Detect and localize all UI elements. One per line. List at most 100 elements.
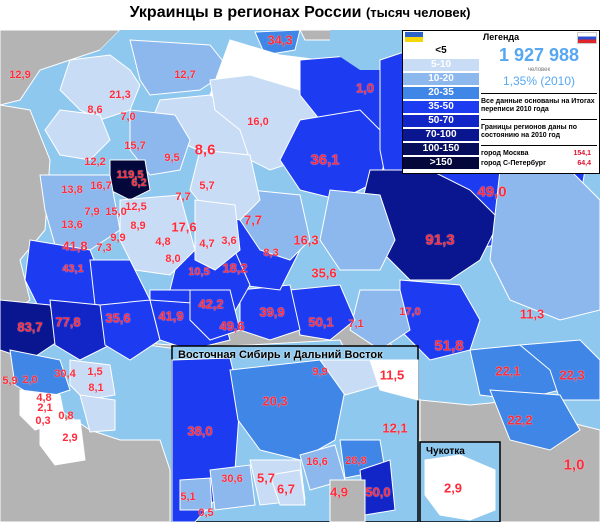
legend-bin: 100-150 (403, 143, 479, 155)
region-kemerovo (349, 289, 411, 351)
inset-far-east (171, 345, 419, 522)
legend-bin: 5-10 (403, 59, 479, 71)
region-value-label: 17,6 (171, 219, 197, 235)
total-count: 1 927 988 (498, 45, 580, 65)
legend-cities: город Москва 154,1 город С-Петербург 64,4 (481, 149, 597, 169)
region-value-label: 5,9 (2, 375, 18, 387)
region-value-label: 38,0 (187, 423, 213, 439)
region-value-label: 1,0 (355, 80, 375, 96)
region-value-label: 6,7 (276, 481, 296, 497)
legend-divider (481, 93, 597, 94)
region-value-label: 13,8 (61, 184, 83, 196)
city-name: город Москва (481, 150, 529, 157)
legend-header: Легенда (482, 32, 520, 42)
region-value-label: 1,5 (87, 366, 103, 378)
region-value-label: 12,5 (125, 201, 147, 213)
region-value-label: 0,3 (35, 415, 51, 427)
region-value-label: 22,3 (559, 367, 585, 383)
chukotka-title: Чукотка (426, 446, 465, 457)
region-saratov (99, 299, 161, 361)
region-value-label: 30,6 (221, 473, 243, 485)
region-amur (489, 389, 581, 451)
legend-bin: 20-35 (403, 87, 479, 99)
region-value-label: 119,5 (116, 169, 144, 181)
legend-note-census: Все данные основаны на Итогах переписи 2… (481, 98, 595, 113)
region-dagestan (39, 419, 86, 466)
region-value-label: 83,7 (17, 319, 43, 335)
region-value-label: 4,7 (199, 238, 215, 250)
region-bashkortostan (189, 289, 241, 341)
legend-divider (481, 119, 597, 120)
region-value-label: 16,7 (90, 180, 112, 192)
region-value-label: 35,6 (105, 310, 131, 326)
region-value-label: 17,0 (399, 306, 421, 318)
legend-bin: <5 (403, 45, 479, 57)
region-center (119, 194, 196, 276)
region-value-label: 9,9 (110, 232, 126, 244)
region-value-label: 51,8 (434, 337, 464, 355)
region-value-label: 7,9 (84, 206, 100, 218)
city-value: 64,4 (577, 160, 591, 167)
region-value-label: 50,1 (308, 314, 334, 330)
legend-bin: 70-100 (403, 129, 479, 141)
title-bar (0, 0, 600, 30)
region-value-label: 2,0 (22, 374, 38, 386)
region-value-label: 42,2 (198, 296, 224, 312)
region-value-label: 1,0 (563, 456, 585, 474)
region-value-label: 49,6 (219, 318, 245, 334)
region-value-label: 11,5 (379, 367, 405, 383)
legend-bin: 50-70 (403, 115, 479, 127)
region-value-label: 4,8 (155, 236, 171, 248)
city-value: 154,1 (573, 150, 591, 157)
region-value-label: 9,9 (312, 366, 328, 378)
region-value-label: 9,5 (164, 152, 180, 164)
map-title: Украинцы в регионах России (тысяч челове… (0, 4, 600, 22)
region-value-label: 7,0 (120, 111, 136, 123)
region-novaya-zemlya (254, 30, 301, 56)
map-title-text: Украинцы в регионах России (129, 4, 362, 21)
region-value-label: 8,3 (263, 247, 279, 259)
region-value-label: 77,8 (55, 314, 81, 330)
region-value-label: 15,7 (124, 140, 146, 152)
region-value-label: 18,2 (222, 260, 248, 276)
legend-note-borders: Границы регионов даны по состоянию на 20… (481, 124, 578, 139)
region-value-label: 21,3 (109, 89, 131, 101)
city-row: город Москва 154,1 (481, 149, 597, 159)
region-value-label: 50,0 (365, 484, 391, 500)
region-value-label: 10,5 (188, 266, 210, 278)
region-kalmykia (79, 394, 116, 433)
legend: Легенда <5 5-10 10-20 20-35 35-50 50-70 70-100… (402, 30, 600, 174)
region-volga (194, 199, 241, 271)
region-value-label: 5,7 (256, 470, 276, 486)
total-percent: 1,35% (2010) (502, 74, 576, 88)
region-value-label: 0,8 (58, 410, 74, 422)
region-value-label: 4,9 (329, 484, 349, 500)
region-value-label: 3,6 (221, 235, 237, 247)
region-value-label: 8,1 (88, 382, 104, 394)
region-value-label: 34,3 (267, 32, 293, 48)
region-value-label: 12,9 (9, 69, 31, 81)
region-value-label: 7,7 (243, 212, 263, 228)
legend-bin: 35-50 (403, 101, 479, 113)
city-row: город С-Петербург 64,4 (481, 159, 597, 169)
region-value-label: 13,6 (61, 219, 83, 231)
foreign-land-scandinavia (0, 30, 121, 106)
region-value-label: 41,9 (158, 308, 184, 324)
region-leningrad (44, 109, 111, 161)
inset-chukotka (419, 441, 501, 522)
region-value-label: 8,6 (87, 104, 103, 116)
region-khmao (279, 109, 391, 201)
region-value-label: 12,2 (84, 156, 106, 168)
region-value-label: 6,2 (131, 177, 147, 189)
region-value-label: 22,2 (507, 412, 533, 428)
region-value-label: 20,3 (262, 393, 288, 409)
region-value-label: 11,3 (519, 306, 545, 322)
region-value-label: 16,0 (247, 116, 269, 128)
ukraine-flag-icon (405, 32, 423, 42)
region-value-label: 8,0 (165, 253, 181, 265)
region-value-label: 7,3 (96, 242, 112, 254)
region-value-label: 7,1 (348, 318, 364, 330)
region-value-label: 43,1 (62, 263, 84, 275)
legend-bin: >150 (403, 157, 479, 169)
map-subtitle: (тысяч человек) (365, 5, 471, 20)
